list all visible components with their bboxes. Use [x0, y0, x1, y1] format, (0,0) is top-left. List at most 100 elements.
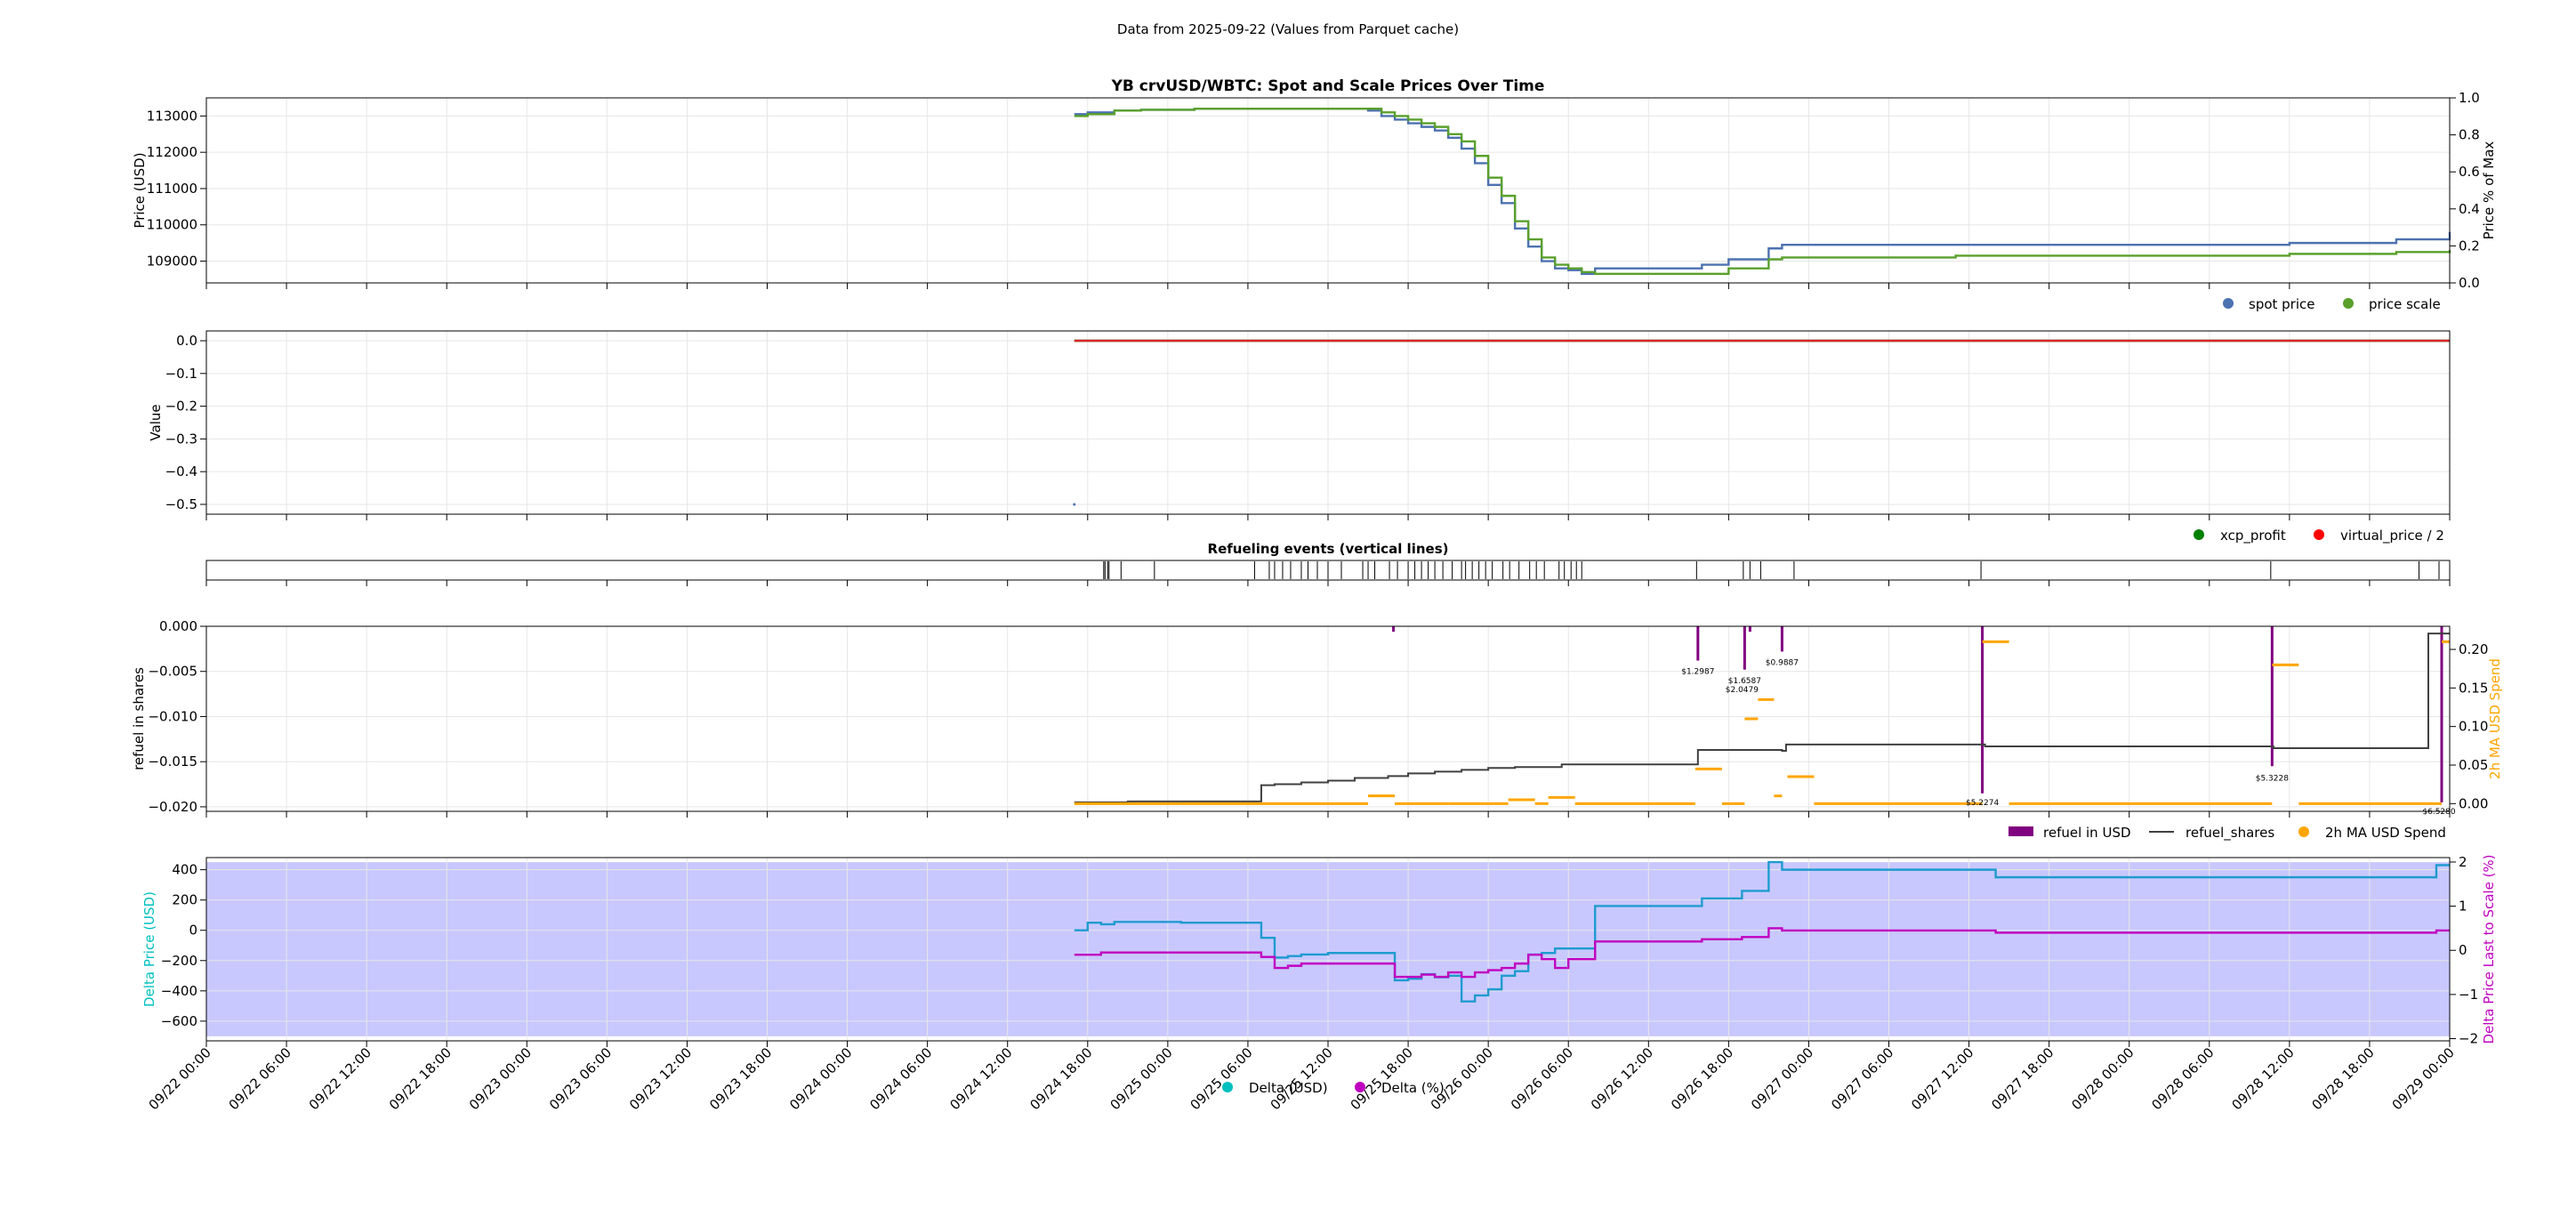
- panel-refuel-y-tick-label: 0.000: [159, 618, 197, 634]
- x-tick-label: 09/24 06:00: [866, 1044, 935, 1113]
- panel-delta-y-tick-label: 400: [172, 862, 197, 878]
- panel-refuel-yticks: 0.000 −0.005 −0.010 −0.015 −0.020 0.00 0.05 0.1…: [148, 618, 2488, 815]
- panel-delta-y-tick-label: −600: [161, 1013, 197, 1029]
- refuel-annotation: $0.9887: [1766, 658, 1799, 667]
- legend-label-spot-price: spot price: [2249, 296, 2315, 312]
- panel-prices-y2-tick-label: 1.0: [2459, 90, 2480, 106]
- panel-delta-yticks: 400 200 0 −200 −400 −600 2 1 0 −1 −2: [161, 854, 2478, 1047]
- panel-prices-y-tick-label: 109000: [147, 254, 197, 270]
- panel-values-y-tick-label: −0.3: [165, 431, 197, 447]
- x-tick-label: 09/22 18:00: [386, 1044, 455, 1113]
- legend-label-xcp-profit: xcp_profit: [2220, 528, 2286, 544]
- panel-values-y-tick-label: −0.4: [165, 463, 197, 480]
- x-tick-label: 09/27 12:00: [1908, 1044, 1976, 1113]
- refuel-annotation: $5.3228: [2256, 774, 2289, 783]
- panel-refuel-y-tick-label: −0.005: [148, 664, 197, 680]
- panel-delta-legend: Delta (USD) Delta (%): [1222, 1080, 1445, 1096]
- x-tick-label: 09/28 18:00: [2309, 1044, 2378, 1113]
- x-tick-label: 09/22 00:00: [146, 1044, 214, 1113]
- x-tick-label: 09/23 12:00: [626, 1044, 695, 1113]
- figure-suptitle: Data from 2025-09-22 (Values from Parque…: [1117, 21, 1459, 37]
- panel-refuel-y2-tick-label: 0.10: [2459, 719, 2488, 735]
- panel-refuel-y2-tick-label: 0.20: [2459, 641, 2488, 657]
- panel-delta-y2-tick-label: −1: [2459, 987, 2478, 1003]
- legend-label-ma-spend: 2h MA USD Spend: [2325, 825, 2446, 841]
- refuel-annotation: $2.0479: [1726, 686, 1759, 695]
- x-tick-label: 09/28 12:00: [2228, 1044, 2297, 1113]
- panel-values-ylabel: Value: [148, 404, 164, 440]
- panel-refuel: $1.2987 $1.6587$2.0479 $0.9887 $5.2274 $5.32…: [131, 618, 2503, 842]
- refuel-annotation: $5.2274: [1966, 799, 1999, 808]
- legend-label-refuel-shares: refuel_shares: [2186, 825, 2274, 842]
- panel-prices-grid: [205, 98, 2451, 283]
- legend-label-refuel-usd: refuel in USD: [2043, 825, 2131, 841]
- panel-refuel-y-tick-label: −0.010: [148, 708, 197, 724]
- legend-marker-delta-usd: [1222, 1082, 1233, 1092]
- panel-prices-plot: [1074, 108, 2451, 276]
- panel-values-y-tick-label: 0.0: [176, 333, 197, 349]
- x-tick-label: 09/25 00:00: [1107, 1044, 1175, 1113]
- panel-refuel-y-tick-label: −0.020: [148, 799, 197, 815]
- panel-values-legend: xcp_profit virtual_price / 2: [2194, 528, 2444, 544]
- legend-marker-spot-price: [2223, 298, 2234, 309]
- panel-prices-y-tick-label: 112000: [147, 144, 197, 160]
- panel-values-plot: [1073, 339, 2450, 506]
- legend-marker-refuel-usd: [2008, 826, 2033, 836]
- panel-delta-plot: [1074, 860, 2450, 1003]
- panel-delta-y2-tick-label: 0: [2459, 942, 2467, 958]
- legend-marker-ma-spend: [2298, 826, 2309, 837]
- refuel-shares-line: [1074, 633, 2450, 803]
- legend-marker-virtual-price: [2314, 529, 2324, 540]
- panel-refuel-grid: [205, 625, 2451, 811]
- panel-prices-y2-tick-label: 0.8: [2459, 127, 2480, 143]
- legend-marker-delta-pct: [1355, 1082, 1365, 1092]
- panel-delta-ylabel: Delta Price (USD): [141, 891, 157, 1007]
- legend-label-delta-usd: Delta (USD): [1249, 1080, 1328, 1096]
- panel-refuel-events: Refueling events (vertical lines): [205, 541, 2451, 581]
- panel-prices-y-tick-label: 111000: [147, 181, 197, 197]
- panel-prices-y2-tick-label: 0.6: [2459, 164, 2480, 180]
- panel-delta-y2-tick-label: 2: [2459, 854, 2467, 870]
- x-tick-label: 09/24 00:00: [786, 1044, 855, 1113]
- spot-price-line: [1074, 108, 2451, 276]
- panel-prices-legend: spot price price scale: [2223, 296, 2441, 312]
- x-tick-label: 09/24 12:00: [946, 1044, 1015, 1113]
- panel-prices-ylabel: Price (USD): [132, 152, 148, 228]
- panel-delta-grid: [205, 858, 2451, 1041]
- x-tick-label: 09/25 06:00: [1187, 1044, 1256, 1113]
- panel-delta-y-tick-label: 0: [189, 923, 197, 939]
- panel-values-yticks: 0.0 −0.1 −0.2 −0.3 −0.4 −0.5: [165, 333, 206, 512]
- panel-prices-y-tick-label: 113000: [147, 108, 197, 124]
- panel-values: 0.0 −0.1 −0.2 −0.3 −0.4 −0.5 Value xcp_profit…: [148, 330, 2451, 544]
- panel-prices-y-tick-label: 110000: [147, 217, 197, 233]
- x-tick-label: 09/22 06:00: [226, 1044, 294, 1113]
- x-tick-label: 09/26 06:00: [1508, 1044, 1576, 1113]
- x-tick-label: 09/25 18:00: [1348, 1044, 1416, 1113]
- delta-usd-line: [1074, 860, 2450, 1003]
- x-tick-label: 09/28 00:00: [2068, 1044, 2137, 1113]
- panel-values-grid: [205, 331, 2451, 514]
- refuel-annotation: $1.2987: [1681, 668, 1714, 677]
- panel-delta-y-tick-label: −400: [161, 983, 197, 999]
- panel-refuel-plot: $1.2987 $1.6587$2.0479 $0.9887 $5.2274 $5.32…: [1074, 626, 2456, 817]
- panel-refuel-y2-tick-label: 0.15: [2459, 680, 2488, 696]
- legend-marker-price-scale: [2343, 298, 2354, 309]
- x-tick-label: 09/26 00:00: [1428, 1044, 1496, 1113]
- panel-prices-yticks: 109000 110000 111000 112000 113000 0.0 0.2 0.4 0…: [147, 90, 2480, 291]
- price-scale-line: [1074, 108, 2451, 276]
- x-tick-label: 09/23 06:00: [546, 1044, 615, 1113]
- legend-label-virtual-price: virtual_price / 2: [2340, 528, 2444, 544]
- panel-delta-y2-tick-label: 1: [2459, 899, 2467, 915]
- x-tick-label: 09/23 00:00: [466, 1044, 535, 1113]
- panel-refuel-events-plot: [1103, 561, 2440, 579]
- panel-refuel-y-tick-label: −0.015: [148, 754, 197, 770]
- x-tick-label: 09/27 18:00: [1988, 1044, 2057, 1113]
- x-tick-label: 09/27 00:00: [1748, 1044, 1816, 1113]
- x-tick-label: 09/26 18:00: [1668, 1044, 1736, 1113]
- panel-delta-y2-tick-label: −2: [2459, 1031, 2478, 1047]
- x-tick-label: 09/22 12:00: [306, 1044, 374, 1113]
- value-point: [1073, 503, 1076, 506]
- panel-prices-y2-tick-label: 0.4: [2459, 201, 2480, 217]
- refuel-annotation: $1.6587: [1728, 677, 1761, 686]
